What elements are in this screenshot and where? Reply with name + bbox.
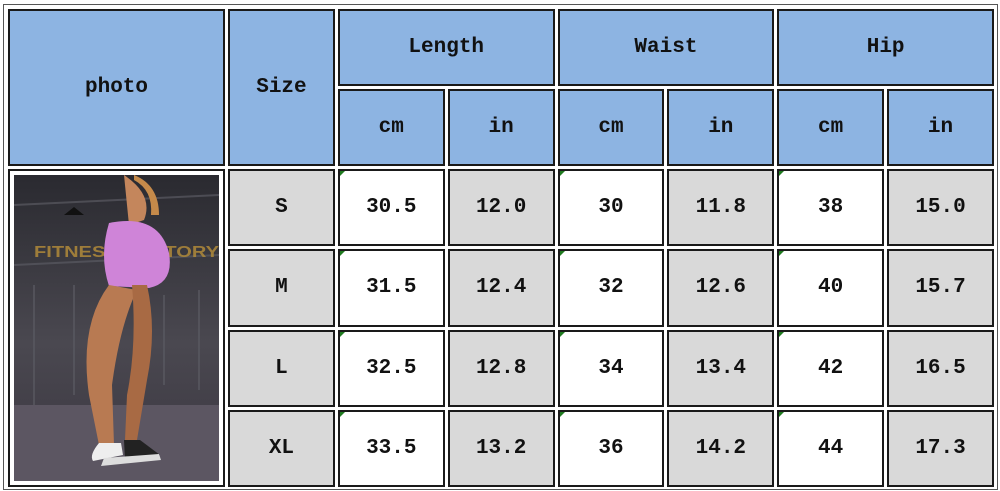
value-cell: 31.5 [337, 249, 445, 327]
header-length: Length [337, 9, 555, 86]
product-photo-image: FITNESS FACTORY [14, 175, 219, 481]
value-cell: 44 [777, 409, 885, 487]
value-cell: 30.5 [337, 169, 445, 247]
table-row: FITNESS FACTORY S 30.5 12.0 30 11.8 38 1… [8, 169, 994, 487]
value-cell: 32 [557, 249, 665, 327]
size-cell: XL [228, 409, 335, 487]
header-waist: Waist [557, 9, 775, 86]
table-row: L 32.5 12.8 34 13.4 42 16.5 [8, 329, 994, 407]
value-cell: 12.8 [447, 329, 555, 407]
size-chart: photo Size Length Waist Hip cm in cm in … [3, 4, 998, 490]
value-cell: 38 [777, 169, 885, 247]
size-chart-table: photo Size Length Waist Hip cm in cm in … [5, 6, 997, 490]
unit-header: in [447, 89, 555, 166]
value-cell: 32.5 [337, 329, 445, 407]
value-cell: 13.2 [447, 409, 555, 487]
value-cell: 33.5 [337, 409, 445, 487]
table-row: M 31.5 12.4 32 12.6 40 15.7 [8, 249, 994, 327]
value-cell: 12.6 [667, 249, 775, 327]
value-cell: 13.4 [667, 329, 775, 407]
value-cell: 16.5 [887, 329, 994, 407]
header-size: Size [228, 9, 335, 166]
unit-header: cm [557, 89, 665, 166]
size-cell: S [228, 169, 335, 247]
product-photo: FITNESS FACTORY [8, 169, 225, 487]
size-cell: M [228, 249, 335, 327]
value-cell: 12.4 [447, 249, 555, 327]
value-cell: 30 [557, 169, 665, 247]
unit-header: cm [337, 89, 445, 166]
value-cell: 36 [557, 409, 665, 487]
value-cell: 17.3 [887, 409, 994, 487]
table-row: XL 33.5 13.2 36 14.2 44 17.3 [8, 409, 994, 487]
value-cell: 14.2 [667, 409, 775, 487]
value-cell: 40 [777, 249, 885, 327]
unit-header: in [667, 89, 775, 166]
value-cell: 12.0 [447, 169, 555, 247]
unit-header: cm [777, 89, 885, 166]
header-hip: Hip [777, 9, 994, 86]
value-cell: 42 [777, 329, 885, 407]
value-cell: 15.7 [887, 249, 994, 327]
unit-header: in [887, 89, 994, 166]
value-cell: 11.8 [667, 169, 775, 247]
value-cell: 34 [557, 329, 665, 407]
header-photo: photo [8, 9, 225, 166]
value-cell: 15.0 [887, 169, 994, 247]
size-cell: L [228, 329, 335, 407]
